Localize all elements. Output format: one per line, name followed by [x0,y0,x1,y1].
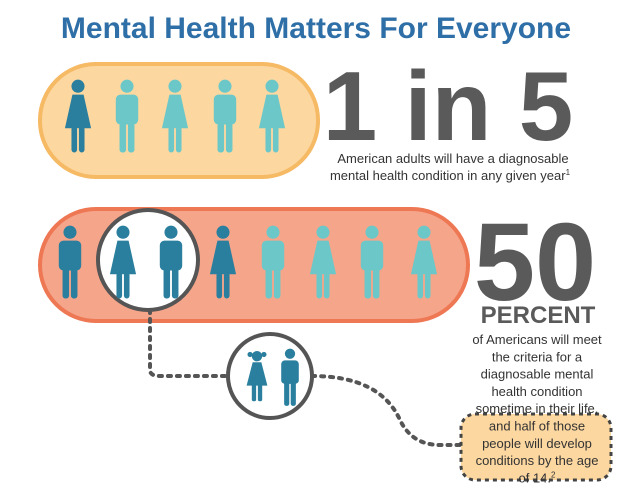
caption-line: diagnosable mental [481,367,594,382]
caption-line: sometime in their life, [476,401,599,416]
caption-line: mental health condition in any given yea… [330,168,566,183]
caption-line: health condition [491,384,582,399]
caption: American adults will have a diagnosable [337,151,568,166]
connector [148,308,462,447]
caption-text: of Americans will meet [472,332,602,347]
caption-text: the criteria for a [492,349,583,364]
title: Mental Health Matters For Everyone [61,12,571,45]
caption-line: conditions by the age [476,453,599,468]
caption-line: the criteria for a [492,349,583,364]
headline: 50 [474,201,596,324]
children-circle [226,332,314,420]
caption: mental health condition in any given yea… [330,168,571,183]
footnote: 1 [566,168,571,177]
caption-line: people will develop [482,436,592,451]
caption-text: of 14. [519,470,552,485]
caption-text: people will develop [482,436,592,451]
caption-line: of Americans will meet [472,332,602,347]
unit: PERCENT [481,302,596,329]
caption-text: diagnosable mental [481,367,594,382]
caption-line: and half of those [489,419,585,434]
highlight-circle [96,208,200,312]
footnote: 2 [551,470,556,479]
caption-text: sometime in their life, [476,401,599,416]
headline: 1 in 5 [323,51,574,161]
highlight-box [459,412,613,482]
paragraph: of Americans will meet the criteria for a… [472,332,602,485]
caption-text: conditions by the age [476,453,599,468]
caption-text: health condition [491,384,582,399]
caption-text: and half of those [489,419,585,434]
caption-line: of 14.2 [519,470,557,485]
